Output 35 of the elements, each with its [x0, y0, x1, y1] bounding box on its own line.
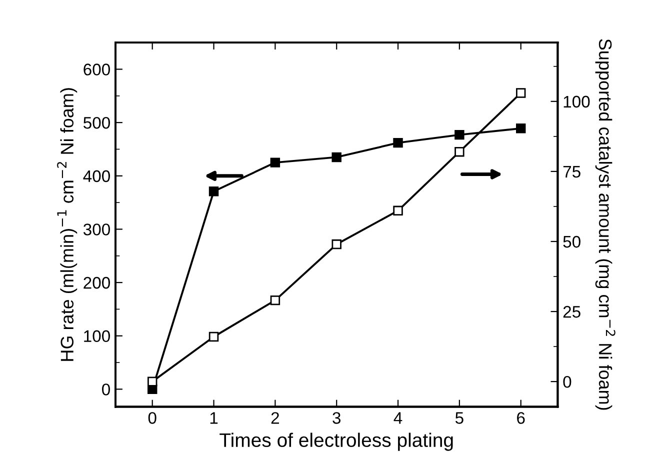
point: [332, 152, 342, 162]
point: [332, 239, 342, 250]
y2-tick-label: 0: [563, 376, 572, 388]
y-tick-label: 600: [84, 64, 110, 76]
y-tick-label: 0: [102, 384, 110, 396]
y2-tick-label: 75: [563, 166, 580, 178]
x-tick-label: 5: [455, 412, 464, 424]
point: [393, 138, 403, 148]
y-axis-title: HG rate (ml(min)$^{−1}$ cm$^{−2}$ Ni foam): [57, 88, 78, 361]
y-tick-label: 100: [84, 330, 110, 342]
point: [516, 88, 526, 98]
point: [147, 376, 158, 386]
x-tick-label: 3: [332, 412, 340, 424]
y2-axis-title: Supported catalyst amount (mg cm$^{−2}$ Ni foam): [595, 39, 616, 410]
y2-tick-label: 25: [563, 306, 580, 318]
x-tick-label: 0: [148, 412, 156, 424]
point: [270, 158, 280, 168]
x-axis-title: Times of electroless plating: [220, 432, 453, 451]
point: [454, 146, 464, 157]
y-tick-label: 200: [84, 276, 110, 289]
point: [393, 206, 403, 216]
point: [270, 295, 280, 306]
point: [208, 332, 219, 342]
y-tick-label: 300: [83, 224, 110, 236]
point: [516, 124, 526, 134]
y2-tick-label: 50: [563, 236, 580, 248]
y-tick-label: 500: [84, 116, 110, 129]
point: [208, 186, 219, 196]
point: [454, 130, 464, 140]
x-tick-label: 2: [271, 412, 279, 424]
y2-tick-label: 100: [564, 96, 590, 108]
x-tick-label: 1: [210, 412, 218, 424]
y-tick-label: 400: [83, 170, 110, 182]
x-tick-label: 6: [517, 412, 525, 424]
x-tick-label: 4: [394, 412, 402, 424]
